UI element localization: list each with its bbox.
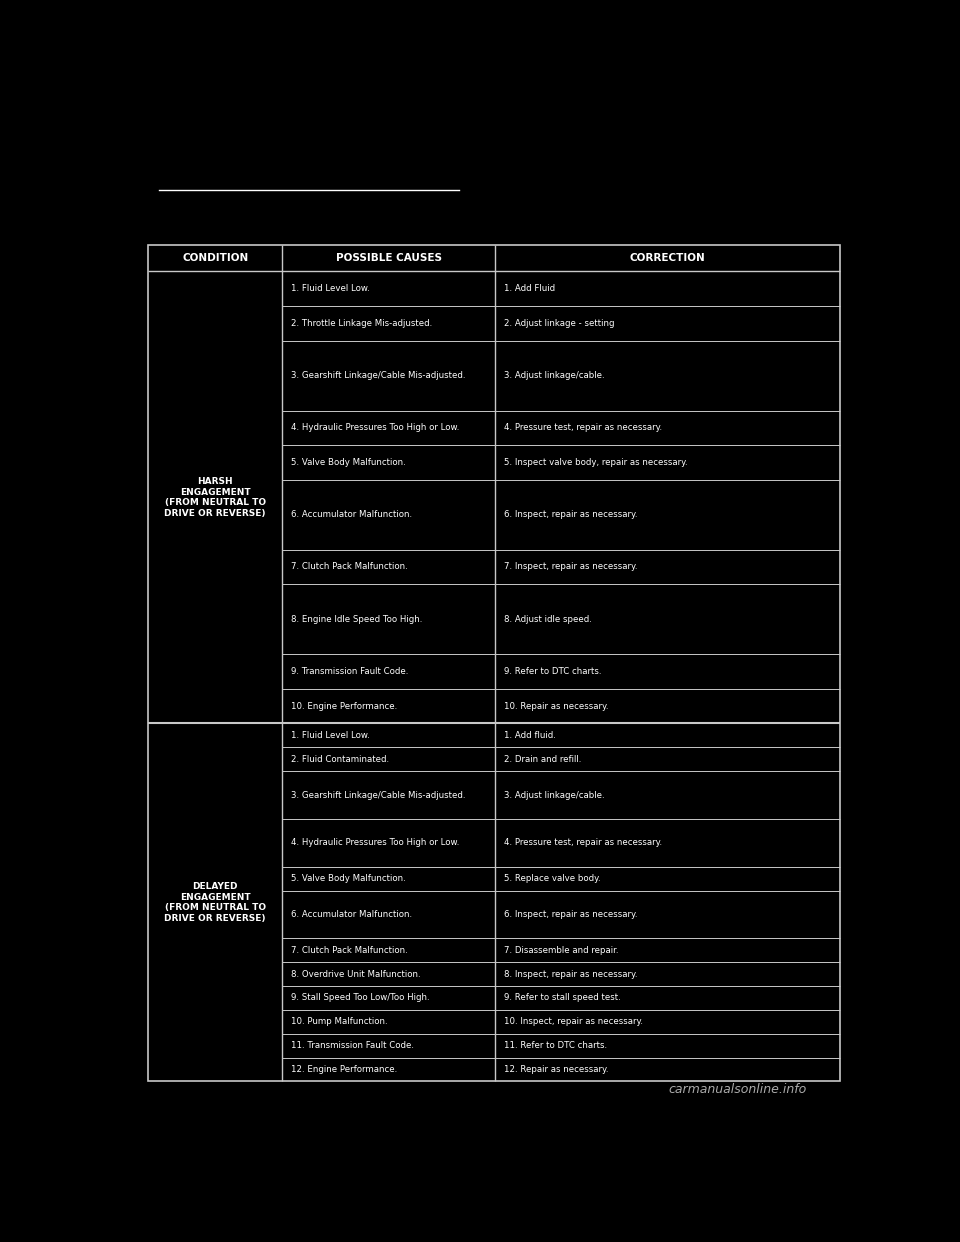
Text: 12. Repair as necessary.: 12. Repair as necessary. — [504, 1066, 609, 1074]
Text: 12. Engine Performance.: 12. Engine Performance. — [291, 1066, 397, 1074]
Text: 2. Fluid Contaminated.: 2. Fluid Contaminated. — [291, 755, 389, 764]
Text: 4. Hydraulic Pressures Too High or Low.: 4. Hydraulic Pressures Too High or Low. — [291, 838, 460, 847]
Text: 8. Adjust idle speed.: 8. Adjust idle speed. — [504, 615, 591, 623]
Text: 7. Clutch Pack Malfunction.: 7. Clutch Pack Malfunction. — [291, 945, 408, 955]
Text: 8. Engine Idle Speed Too High.: 8. Engine Idle Speed Too High. — [291, 615, 422, 623]
Text: 5. Inspect valve body, repair as necessary.: 5. Inspect valve body, repair as necessa… — [504, 458, 687, 467]
Text: 6. Inspect, repair as necessary.: 6. Inspect, repair as necessary. — [504, 910, 637, 919]
Text: carmanualsonline.info: carmanualsonline.info — [668, 1083, 806, 1095]
Text: 5. Replace valve body.: 5. Replace valve body. — [504, 874, 601, 883]
Text: 11. Refer to DTC charts.: 11. Refer to DTC charts. — [504, 1041, 607, 1051]
Text: 6. Accumulator Malfunction.: 6. Accumulator Malfunction. — [291, 910, 412, 919]
Text: 6. Inspect, repair as necessary.: 6. Inspect, repair as necessary. — [504, 510, 637, 519]
Text: 2. Adjust linkage - setting: 2. Adjust linkage - setting — [504, 319, 614, 328]
Text: 9. Refer to stall speed test.: 9. Refer to stall speed test. — [504, 994, 621, 1002]
Text: CONDITION: CONDITION — [182, 253, 249, 263]
Text: 3. Adjust linkage/cable.: 3. Adjust linkage/cable. — [504, 371, 605, 380]
Text: 3. Gearshift Linkage/Cable Mis-adjusted.: 3. Gearshift Linkage/Cable Mis-adjusted. — [291, 791, 466, 800]
Text: 3. Adjust linkage/cable.: 3. Adjust linkage/cable. — [504, 791, 605, 800]
Text: 2. Drain and refill.: 2. Drain and refill. — [504, 755, 581, 764]
Text: 1. Fluid Level Low.: 1. Fluid Level Low. — [291, 730, 370, 740]
Text: 9. Stall Speed Too Low/Too High.: 9. Stall Speed Too Low/Too High. — [291, 994, 430, 1002]
Text: 1. Add fluid.: 1. Add fluid. — [504, 730, 556, 740]
Text: 10. Pump Malfunction.: 10. Pump Malfunction. — [291, 1017, 388, 1026]
Text: CORRECTION: CORRECTION — [630, 253, 706, 263]
Text: DELAYED
ENGAGEMENT
(FROM NEUTRAL TO
DRIVE OR REVERSE): DELAYED ENGAGEMENT (FROM NEUTRAL TO DRIV… — [164, 882, 266, 923]
Text: 8. Overdrive Unit Malfunction.: 8. Overdrive Unit Malfunction. — [291, 970, 420, 979]
Text: POSSIBLE CAUSES: POSSIBLE CAUSES — [336, 253, 442, 263]
Text: 10. Repair as necessary.: 10. Repair as necessary. — [504, 702, 609, 710]
Text: 7. Clutch Pack Malfunction.: 7. Clutch Pack Malfunction. — [291, 563, 408, 571]
Text: 10. Inspect, repair as necessary.: 10. Inspect, repair as necessary. — [504, 1017, 643, 1026]
Text: 1. Add Fluid: 1. Add Fluid — [504, 284, 555, 293]
Text: 9. Transmission Fault Code.: 9. Transmission Fault Code. — [291, 667, 409, 676]
Text: 8. Inspect, repair as necessary.: 8. Inspect, repair as necessary. — [504, 970, 637, 979]
Text: 7. Disassemble and repair.: 7. Disassemble and repair. — [504, 945, 618, 955]
Text: 4. Hydraulic Pressures Too High or Low.: 4. Hydraulic Pressures Too High or Low. — [291, 424, 460, 432]
Text: 4. Pressure test, repair as necessary.: 4. Pressure test, repair as necessary. — [504, 838, 662, 847]
Text: 11. Transmission Fault Code.: 11. Transmission Fault Code. — [291, 1041, 414, 1051]
Text: 1. Fluid Level Low.: 1. Fluid Level Low. — [291, 284, 370, 293]
Text: 10. Engine Performance.: 10. Engine Performance. — [291, 702, 397, 710]
Text: 4. Pressure test, repair as necessary.: 4. Pressure test, repair as necessary. — [504, 424, 662, 432]
Text: 3. Gearshift Linkage/Cable Mis-adjusted.: 3. Gearshift Linkage/Cable Mis-adjusted. — [291, 371, 466, 380]
Text: 5. Valve Body Malfunction.: 5. Valve Body Malfunction. — [291, 458, 406, 467]
Text: 9. Refer to DTC charts.: 9. Refer to DTC charts. — [504, 667, 601, 676]
Text: 7. Inspect, repair as necessary.: 7. Inspect, repair as necessary. — [504, 563, 637, 571]
Text: HARSH
ENGAGEMENT
(FROM NEUTRAL TO
DRIVE OR REVERSE): HARSH ENGAGEMENT (FROM NEUTRAL TO DRIVE … — [164, 477, 266, 518]
Text: 2. Throttle Linkage Mis-adjusted.: 2. Throttle Linkage Mis-adjusted. — [291, 319, 432, 328]
Text: 5. Valve Body Malfunction.: 5. Valve Body Malfunction. — [291, 874, 406, 883]
Text: 6. Accumulator Malfunction.: 6. Accumulator Malfunction. — [291, 510, 412, 519]
